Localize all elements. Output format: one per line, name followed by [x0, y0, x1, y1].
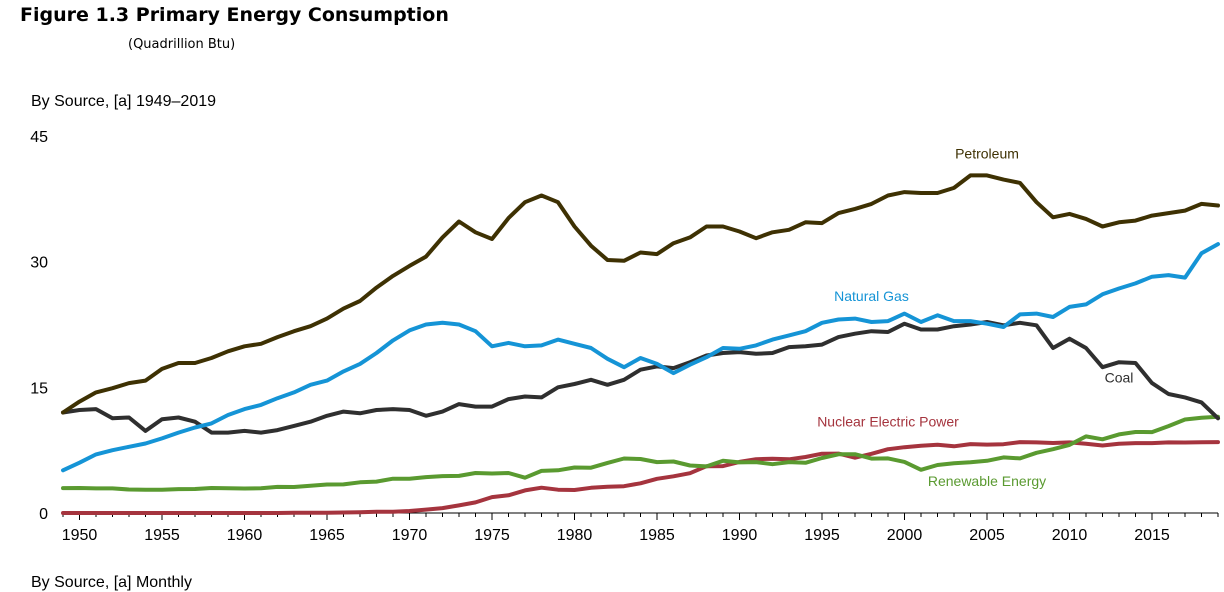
x-tick-label: 1980: [557, 527, 593, 544]
monthly-section-title: By Source, [a] Monthly: [31, 574, 192, 591]
series-line-nuclear-electric-power: [61, 440, 1220, 515]
series-line-coal: [61, 320, 1220, 435]
figure-units: (Quadrillion Btu): [128, 37, 236, 52]
x-tick-label: 1970: [392, 527, 428, 544]
y-tick-label: 15: [30, 380, 48, 397]
series-label-nuclear-electric-power: Nuclear Electric Power: [817, 414, 959, 430]
x-tick-label: 2015: [1134, 527, 1170, 544]
x-axis-ticks: 1950 1955 1960 1965 1970 1975 1980 1985 1990 1995…: [62, 527, 1170, 544]
y-axis-ticks: 0 15 30 45: [30, 129, 48, 523]
series-label-renewable-energy: Renewable Energy: [928, 473, 1046, 489]
figure-title: Figure 1.3 Primary Energy Consumption: [20, 4, 449, 26]
series-label-natural-gas: Natural Gas: [834, 288, 909, 304]
y-tick-label: 0: [39, 506, 48, 523]
y-tick-label: 30: [30, 255, 48, 272]
x-tick-label: 2005: [969, 527, 1005, 544]
series-line-renewable-energy: [61, 414, 1220, 492]
x-tick-label: 1995: [804, 527, 840, 544]
x-tick-label: 1960: [227, 527, 263, 544]
x-tick-label: 2000: [887, 527, 923, 544]
series-labels: Petroleum Natural Gas Coal Nuclear Electric…: [817, 146, 1133, 490]
series-label-coal: Coal: [1105, 369, 1134, 385]
annual-section-title: By Source, [a] 1949–2019: [31, 93, 217, 110]
x-tick-label: 1955: [144, 527, 180, 544]
series-label-petroleum: Petroleum: [955, 146, 1019, 162]
x-tick-label: 1965: [309, 527, 345, 544]
x-tick-label: 2010: [1052, 527, 1088, 544]
x-tick-label: 1985: [639, 527, 675, 544]
x-tick-label: 1975: [474, 527, 510, 544]
y-tick-label: 45: [30, 129, 48, 146]
series-line-petroleum: [61, 173, 1220, 415]
series-line-natural-gas: [61, 242, 1220, 473]
x-tick-label: 1990: [722, 527, 758, 544]
x-tick-label: 1950: [62, 527, 98, 544]
series-lines: [61, 173, 1220, 515]
